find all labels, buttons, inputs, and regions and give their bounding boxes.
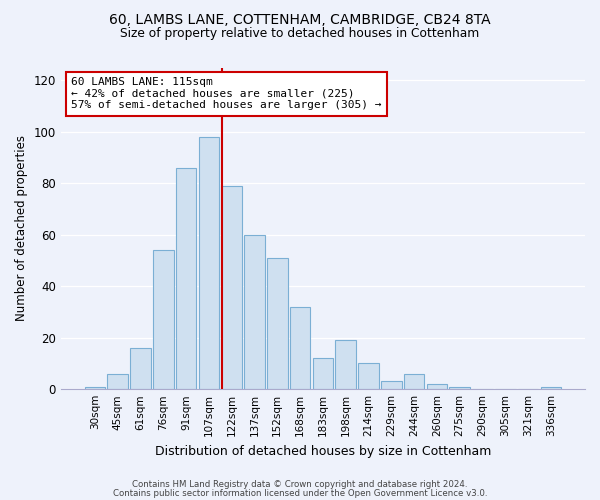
Text: Size of property relative to detached houses in Cottenham: Size of property relative to detached ho… xyxy=(121,28,479,40)
Bar xyxy=(176,168,196,389)
Text: Contains HM Land Registry data © Crown copyright and database right 2024.: Contains HM Land Registry data © Crown c… xyxy=(132,480,468,489)
Bar xyxy=(358,364,379,389)
Bar xyxy=(130,348,151,389)
Text: 60 LAMBS LANE: 115sqm
← 42% of detached houses are smaller (225)
57% of semi-det: 60 LAMBS LANE: 115sqm ← 42% of detached … xyxy=(71,77,382,110)
Bar xyxy=(427,384,447,389)
Bar xyxy=(199,137,219,389)
Text: 60, LAMBS LANE, COTTENHAM, CAMBRIDGE, CB24 8TA: 60, LAMBS LANE, COTTENHAM, CAMBRIDGE, CB… xyxy=(109,12,491,26)
Bar xyxy=(313,358,333,389)
Bar xyxy=(244,235,265,389)
Bar xyxy=(449,386,470,389)
Bar xyxy=(221,186,242,389)
X-axis label: Distribution of detached houses by size in Cottenham: Distribution of detached houses by size … xyxy=(155,444,491,458)
Bar xyxy=(153,250,173,389)
Bar xyxy=(267,258,287,389)
Bar xyxy=(404,374,424,389)
Y-axis label: Number of detached properties: Number of detached properties xyxy=(15,136,28,322)
Bar xyxy=(290,307,310,389)
Bar xyxy=(381,382,401,389)
Bar xyxy=(85,386,105,389)
Bar xyxy=(107,374,128,389)
Text: Contains public sector information licensed under the Open Government Licence v3: Contains public sector information licen… xyxy=(113,488,487,498)
Bar xyxy=(335,340,356,389)
Bar xyxy=(541,386,561,389)
